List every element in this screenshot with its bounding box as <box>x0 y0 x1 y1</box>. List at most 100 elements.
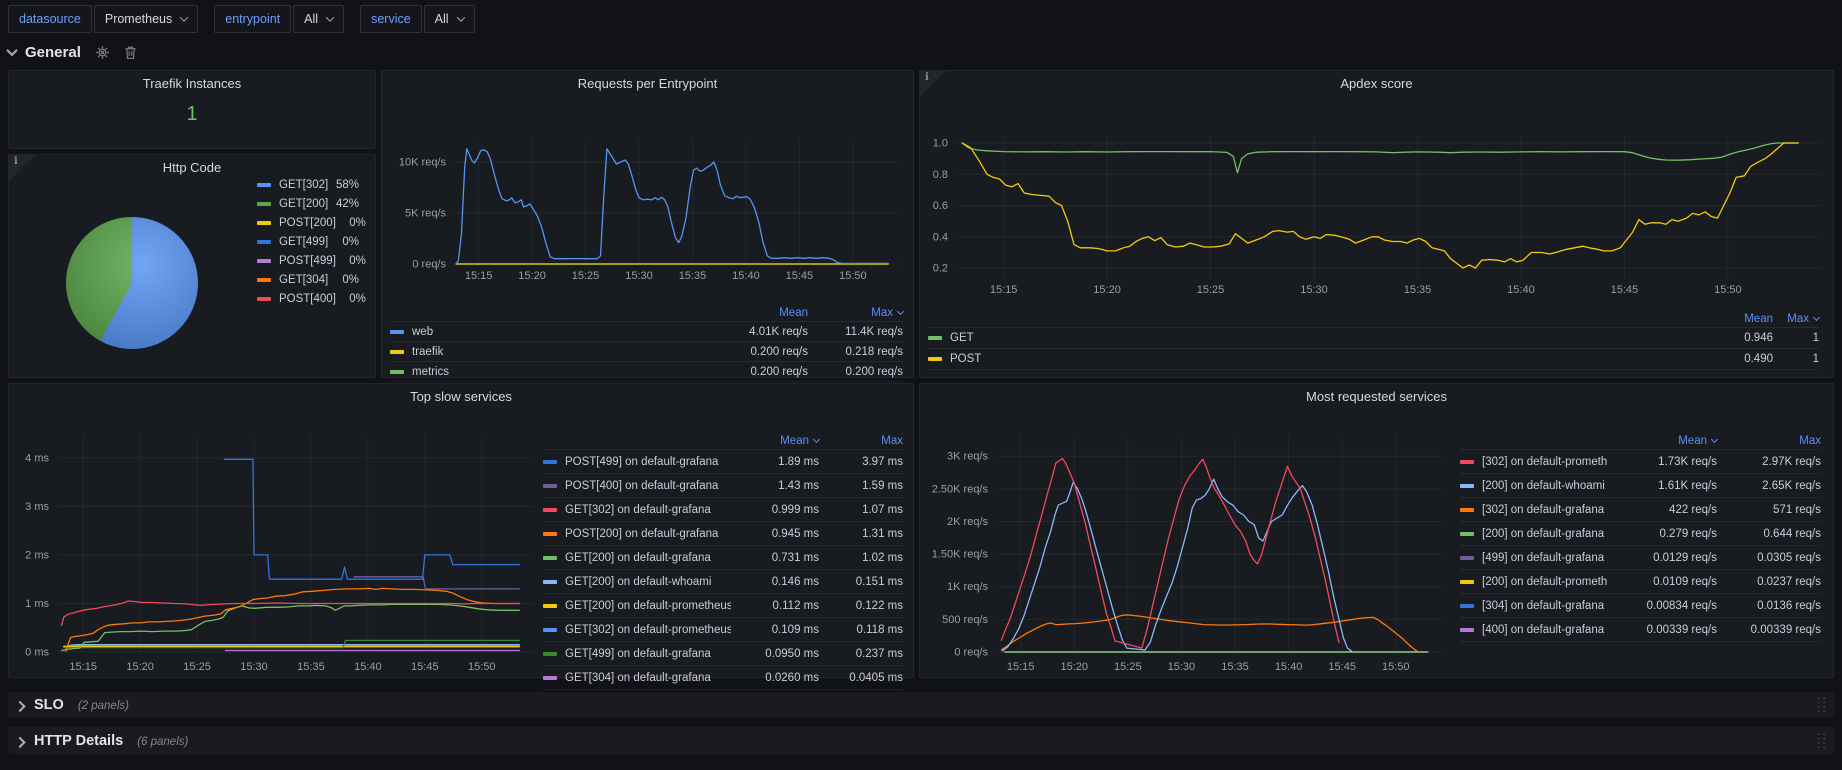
pie-legend-item[interactable]: GET[302] 58% <box>257 175 359 194</box>
pie-legend-item[interactable]: POST[200] 0% <box>257 213 366 232</box>
legend-row[interactable]: [304] on default-grafana 0.00834 req/s 0.0… <box>1460 593 1821 617</box>
variable-value-service[interactable]: All <box>423 5 475 33</box>
legend-series-label: GET[302] on default-prometheus <box>565 623 731 636</box>
legend-sort-max[interactable]: Max <box>881 434 903 447</box>
legend-series-label: web <box>412 325 434 338</box>
svg-text:15:20: 15:20 <box>1093 284 1121 296</box>
legend-row[interactable]: GET[304] on default-grafana 0.0260 ms 0.04… <box>543 665 903 689</box>
top-slow-legend-table: Mean Max POST[499] on default-grafana 1.89 … <box>543 432 903 690</box>
legend-sort-mean[interactable]: Mean <box>731 435 821 447</box>
legend-row[interactable]: GET[200] on default-whoami 0.146 ms 0.151 … <box>543 569 903 593</box>
legend-mean-value: 1.73K req/s <box>1658 455 1717 468</box>
legend-color-chip <box>257 258 271 263</box>
variable-service: service All <box>360 5 475 33</box>
variable-selected-service: All <box>434 12 449 26</box>
legend-header: Mean Max <box>390 305 905 321</box>
most-requested-chart-canvas[interactable]: 15:15 15:20 15:25 15:30 15:35 15:40 15:45 15:50… <box>920 410 1452 684</box>
legend-mean-value: 0.0109 req/s <box>1653 575 1717 588</box>
svg-text:15:40: 15:40 <box>1507 284 1535 296</box>
legend-series-name: POST[200] on default-grafana <box>543 528 731 540</box>
legend-row[interactable]: [200] on default-whoami 1.61K req/s 2.65K … <box>1460 473 1821 497</box>
pie-legend-item[interactable]: GET[304] 0% <box>257 270 359 289</box>
http-code-pie-chart[interactable] <box>66 217 198 349</box>
row-delete-trash-icon[interactable] <box>124 45 137 60</box>
svg-text:15:50: 15:50 <box>468 661 496 673</box>
svg-text:0.8: 0.8 <box>933 169 948 181</box>
legend-mean-value: 1.89 ms <box>778 455 819 468</box>
legend-row[interactable]: POST[499] on default-grafana 1.89 ms 3.97 … <box>543 449 903 473</box>
legend-sort-mean[interactable]: Mean <box>1744 313 1773 325</box>
legend-row[interactable]: [400] on default-grafana 0.00339 req/s 0.0… <box>1460 617 1821 641</box>
pie-legend-label: POST[200] <box>279 216 336 229</box>
legend-row[interactable]: traefik 0.200 req/s 0.218 req/s <box>390 341 903 361</box>
pie-legend-label: POST[400] <box>279 292 336 305</box>
row-http-details-title: HTTP Details <box>34 732 124 749</box>
panel-info-corner[interactable]: i <box>9 155 35 181</box>
legend-row[interactable]: GET[499] on default-grafana 0.0950 ms 0.23… <box>543 641 903 665</box>
legend-row[interactable]: GET[302] on default-grafana 0.999 ms 1.07 … <box>543 497 903 521</box>
legend-row[interactable]: [499] on default-grafana 0.0129 req/s 0.03… <box>1460 545 1821 569</box>
pie-legend-percent: 0% <box>349 254 366 267</box>
row-drag-handle[interactable] <box>1816 732 1827 749</box>
legend-series-label: [200] on default-prometheus <box>1482 575 1607 588</box>
legend-row[interactable]: GET[302] on default-prometheus 0.109 ms 0.… <box>543 617 903 641</box>
row-drag-handle[interactable] <box>1816 696 1827 713</box>
legend-mean-value: 0.0129 req/s <box>1653 551 1717 564</box>
legend-sort-max[interactable]: Max <box>808 307 905 319</box>
panel-info-corner[interactable]: i <box>920 71 946 97</box>
panel-title[interactable]: Apdex score <box>1340 76 1413 91</box>
legend-row[interactable]: GET 0.946 1 <box>928 327 1819 348</box>
row-http-details-toggle[interactable]: HTTP Details (6 panels) <box>8 733 1816 749</box>
legend-row[interactable]: [200] on default-prometheus 0.0109 req/s 0… <box>1460 569 1821 593</box>
pie-legend-item[interactable]: GET[200] 42% <box>257 194 359 213</box>
legend-series-name: [200] on default-prometheus <box>1460 576 1607 588</box>
requests-chart-canvas[interactable]: 15:15 15:20 15:25 15:30 15:35 15:40 15:45 15:50… <box>382 97 915 307</box>
legend-series-label: GET[200] on default-whoami <box>565 575 712 588</box>
legend-series-name: metrics <box>390 366 713 378</box>
legend-row[interactable]: [302] on default-prometheus 1.73K req/s 2.… <box>1460 449 1821 473</box>
row-slo-toggle[interactable]: SLO (2 panels) <box>8 697 1816 713</box>
svg-text:15:15: 15:15 <box>465 270 493 282</box>
legend-color-chip <box>257 220 271 225</box>
legend-row[interactable]: POST 0.490 1 <box>928 348 1819 369</box>
legend-row[interactable]: GET[200] on default-prometheus 0.112 ms 0.… <box>543 593 903 617</box>
legend-sort-max[interactable]: Max <box>1773 313 1821 325</box>
panel-title[interactable]: Most requested services <box>1306 389 1447 404</box>
svg-text:1.50K req/s: 1.50K req/s <box>932 549 989 561</box>
top-slow-chart-canvas[interactable]: 15:15 15:20 15:25 15:30 15:35 15:40 15:45 15:50… <box>9 410 541 684</box>
legend-color-chip <box>390 369 404 374</box>
legend-row[interactable]: GET[200] on default-grafana 0.731 ms 1.02 … <box>543 545 903 569</box>
panel-title[interactable]: Top slow services <box>410 389 512 404</box>
variable-value-datasource[interactable]: Prometheus <box>93 5 199 33</box>
legend-row[interactable]: POST[200] on default-grafana 0.945 ms 1.31… <box>543 521 903 545</box>
row-general-toggle[interactable]: General <box>6 44 81 61</box>
legend-header: Mean Max <box>543 432 903 449</box>
svg-text:15:15: 15:15 <box>990 284 1018 296</box>
legend-mean-value: 0.0950 ms <box>765 647 819 660</box>
legend-sort-max[interactable]: Max <box>1799 434 1821 447</box>
panel-title[interactable]: Requests per Entrypoint <box>577 76 718 91</box>
apdex-chart-canvas[interactable]: 15:15 15:20 15:25 15:30 15:35 15:40 15:45 15:50… <box>920 97 1835 307</box>
legend-row[interactable]: web 4.01K req/s 11.4K req/s <box>390 321 903 341</box>
legend-sort-mean[interactable]: Mean <box>1607 435 1719 447</box>
variable-value-entrypoint[interactable]: All <box>293 5 345 33</box>
pie-legend-item[interactable]: POST[499] 0% <box>257 251 366 270</box>
legend-row[interactable]: [200] on default-grafana 0.279 req/s 0.644… <box>1460 521 1821 545</box>
legend-header: Mean Max <box>1460 432 1821 449</box>
panel-title[interactable]: Traefik Instances <box>142 76 242 91</box>
legend-color-chip <box>543 675 557 680</box>
row-settings-gear-icon[interactable] <box>95 45 110 60</box>
legend-color-chip <box>257 277 271 282</box>
pie-legend-percent: 0% <box>342 235 359 248</box>
panel-title[interactable]: Http Code <box>162 160 222 175</box>
legend-row[interactable]: metrics 0.200 req/s 0.200 req/s <box>390 361 903 381</box>
legend-series-label: [302] on default-prometheus <box>1482 455 1607 468</box>
legend-color-chip <box>543 603 557 608</box>
svg-text:15:35: 15:35 <box>679 270 707 282</box>
svg-text:2.50K req/s: 2.50K req/s <box>932 483 989 495</box>
pie-legend-item[interactable]: POST[400] 0% <box>257 289 366 308</box>
legend-row[interactable]: POST[400] on default-grafana 1.43 ms 1.59 … <box>543 473 903 497</box>
legend-sort-mean[interactable]: Mean <box>779 307 808 319</box>
legend-row[interactable]: [302] on default-grafana 422 req/s 571 req… <box>1460 497 1821 521</box>
pie-legend-item[interactable]: GET[499] 0% <box>257 232 359 251</box>
